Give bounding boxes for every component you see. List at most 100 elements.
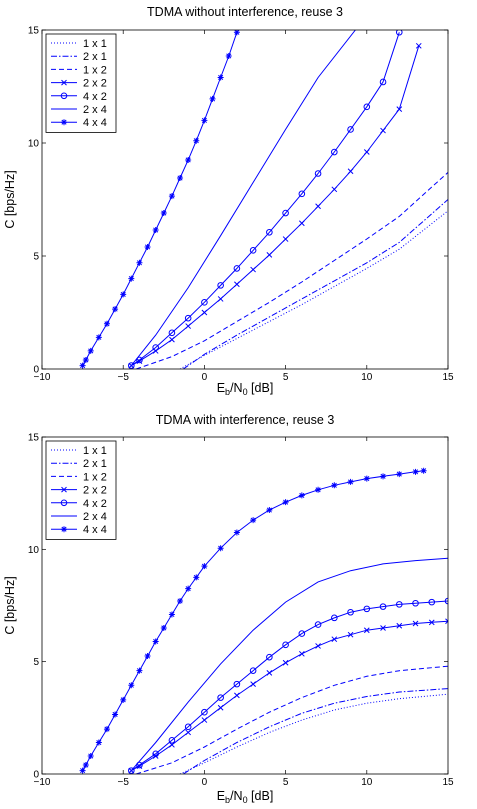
series-2x2-point-6 [217,704,224,711]
legend-item-1x2: 1 x 2 [51,64,107,76]
legend-item-1x2: 1 x 2 [51,471,107,483]
series-2x2-point-7 [234,692,240,699]
legend-item-4x4-label: 4 x 4 [83,524,107,536]
x-axis-label: Eb/N0 [dB] [217,381,274,397]
series-2x2-point-17 [396,106,403,112]
series-4x2-point-9 [266,653,273,661]
legend-item-1x1-label: 1 x 1 [83,445,107,457]
series-4x2-point-5 [201,299,208,306]
chart-with-interference: TDMA with interference, reuse 3 −10 −5 0 5 10… [3,413,454,805]
legend-item-1x1: 1 x 1 [51,445,107,457]
series-4x4-point-17 [217,545,224,552]
series-4x2-point-20 [444,597,448,605]
series-1x1 [179,693,448,774]
series-4x2-point-0 [128,767,135,774]
series-4x4-point-3 [95,334,102,341]
x-tick-label: 15 [442,372,454,383]
series-2x2-point-14 [347,631,354,638]
series-4x4-point-20 [266,507,273,514]
y-tick-label: 10 [28,545,40,556]
series-1x1-line [179,693,448,774]
series-4x4 [79,30,240,369]
series-4x2-point-17 [395,601,403,608]
series-4x2-line [131,600,448,772]
chart-title: TDMA without interference, reuse 3 [147,5,343,19]
series-4x2-point-13 [331,614,338,622]
series-4x4-point-22 [298,492,305,499]
series-4x2-point-11 [298,190,306,198]
series-4x2-point-12 [314,170,322,177]
y-axis-label: C [bps/Hz] [3,576,17,634]
series-4x4-point-19 [225,52,232,59]
x-tick-label: −5 [117,372,129,383]
series-4x2-point-7 [233,265,241,272]
series-4x2-point-4 [184,314,192,322]
legend-box [45,440,117,540]
series-4x4-point-18 [217,74,224,81]
legend-item-2x2-marker-point-0 [61,79,67,86]
legend-item-1x2-label: 1 x 2 [83,471,107,483]
series-4x2-point-13 [331,148,338,156]
legend-item-2x2: 2 x 2 [51,485,107,497]
legend-box [45,33,117,133]
series-4x2-point-2 [152,750,159,758]
legend-item-4x2-label: 4 x 2 [83,91,107,103]
series-4x4-point-16 [201,563,208,570]
x-tick-label: 5 [283,777,289,788]
series-4x4-point-1 [82,762,89,769]
series-4x4-point-9 [144,243,151,250]
series-4x4-point-0 [79,362,86,369]
series-4x2-point-1 [136,356,143,364]
axes-frame [41,29,449,370]
series-4x4-point-28 [396,471,403,478]
legend-item-2x1: 2 x 1 [51,51,107,63]
legend-item-2x4-label: 2 x 4 [83,511,107,523]
series-4x2-point-14 [347,608,354,616]
x-tick-label: 10 [361,372,373,383]
legend-item-2x2-label: 2 x 2 [83,78,107,90]
series-4x2-point-18 [412,599,419,607]
series-2x2-point-9 [266,252,273,258]
y-tick-label: 0 [33,770,39,781]
series-4x4 [79,467,427,774]
series-4x4-point-7 [128,682,135,689]
y-axis-label: C [bps/Hz] [3,170,17,228]
series-4x4-point-5 [112,711,119,718]
x-tick-label: 0 [202,777,208,788]
series-4x4-point-26 [363,475,370,482]
series-4x2 [128,30,403,369]
series-4x4-point-18 [233,529,240,536]
series-4x4-point-15 [193,137,200,144]
series-4x2-point-11 [298,630,306,637]
series-2x2-point-12 [315,203,321,210]
series-2x2-point-8 [250,681,256,687]
x-tick-label: −5 [117,777,129,788]
series-2x2-point-12 [315,643,321,649]
series-1x1 [179,210,448,369]
legend-item-4x2-marker-point-0 [60,92,68,100]
series-4x2-point-3 [168,737,176,744]
series-4x2-point-2 [152,344,159,351]
series-4x2-point-3 [168,329,176,337]
series-2x1 [183,688,448,774]
series-4x2-point-14 [347,126,354,133]
series-4x4-point-4 [103,320,110,327]
series-4x4-point-12 [168,193,175,200]
series-4x4-point-13 [177,598,184,605]
series-4x4-point-17 [209,95,216,102]
series-2x2-point-13 [331,636,338,643]
series-4x4-point-23 [315,486,322,493]
series-4x4-point-13 [177,175,184,182]
series-4x4-point-8 [136,259,143,266]
series-2x2-point-3 [169,336,175,343]
series-4x4-point-16 [201,117,208,124]
series-4x2-line [131,32,400,367]
series-2x2-point-16 [380,625,386,631]
series-2x2-point-15 [363,149,370,155]
series-4x4-point-11 [160,624,167,631]
series-4x2-point-6 [217,694,224,701]
series-1x2 [136,172,448,369]
series-4x4-point-6 [120,291,127,298]
series-2x2 [128,618,448,774]
series-2x2-point-9 [266,670,273,676]
